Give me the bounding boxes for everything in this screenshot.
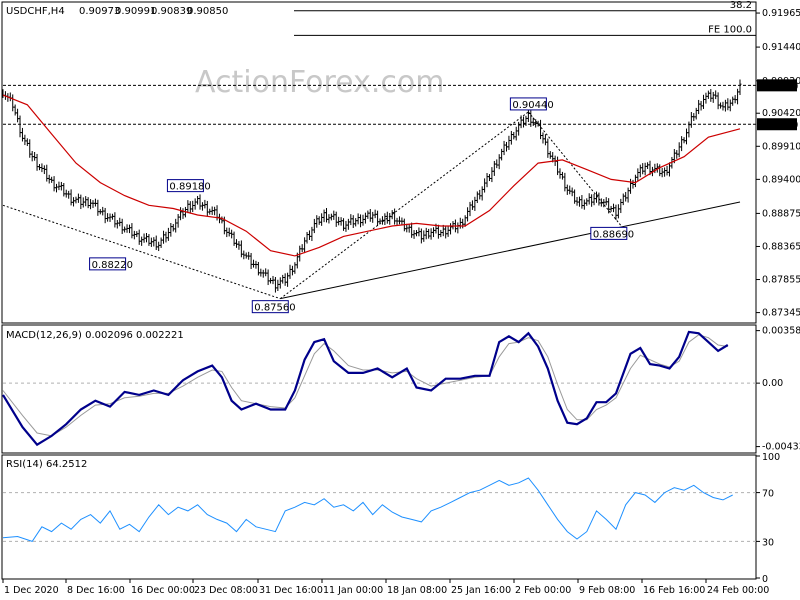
macd-panel-frame [1, 324, 757, 454]
price-panel-frame [1, 1, 757, 324]
swing-label: 0.88220 [92, 260, 133, 271]
swing-label-box [251, 300, 289, 314]
x-tick-label: 16 Feb 16:00 [643, 585, 705, 596]
level-price-tag-label: 0.90250 [759, 120, 798, 131]
rsi-y-tick-label: 70 [762, 489, 774, 500]
macd-y-tick-label: -0.004331 [762, 442, 800, 453]
x-tick-label: 18 Jan 08:00 [387, 585, 447, 596]
ohlc-high: 0.90991 [115, 6, 156, 17]
x-tick-label: 16 Dec 00:00 [131, 585, 195, 596]
rsi-panel: RSI(14) 64.2512 100 70 30 0 [1, 452, 780, 585]
ohlc-low: 0.90839 [151, 6, 192, 17]
rsi-y-tick-label: 0 [762, 574, 768, 585]
price-panel-title: USDCHF,H4 [6, 6, 65, 17]
y-tick-label: 0.90920 [762, 76, 800, 87]
x-tick-label: 2 Feb 00:00 [515, 585, 571, 596]
level-label: FE 100.0 [708, 24, 752, 35]
y-tick-label: 0.88365 [762, 241, 800, 252]
swing-label-box [166, 179, 204, 193]
y-tick-label: 0.88875 [762, 208, 800, 219]
rsi-plot [2, 477, 756, 542]
swing-label: 0.88690 [593, 229, 634, 240]
ohlc-open: 0.90973 [79, 6, 120, 17]
level-label: 38.2 [730, 0, 752, 11]
swing-label-box [89, 257, 127, 271]
x-tick-label: 31 Dec 16:00 [259, 585, 323, 596]
rsi-line [2, 477, 733, 542]
price-panel: ActionForex.com USDCHF,H4 0.90973 0.9099… [1, 0, 800, 324]
watermark: ActionForex.com [195, 65, 444, 100]
macd-plot [2, 330, 756, 447]
x-axis: 1 Dec 2020 8 Dec 16:00 16 Dec 00:00 23 Dec … [2, 579, 769, 596]
y-tick-label: 0.90420 [762, 108, 800, 119]
rsi-panel-frame [1, 454, 757, 580]
macd-panel: MACD(12,26,9) 0.002096 0.002221 0.003584… [1, 324, 800, 454]
trend-line [527, 111, 622, 226]
y-tick-label: 0.91440 [762, 42, 800, 53]
y-tick-label: 0.91965 [762, 8, 800, 19]
x-tick-label: 11 Jan 00:00 [323, 585, 383, 596]
level-price-tag [757, 79, 797, 92]
x-tick-label: 25 Jan 16:00 [451, 585, 511, 596]
y-tick-label: 0.89910 [762, 141, 800, 152]
ohlc-close: 0.90850 [187, 6, 228, 17]
macd-panel-title: MACD(12,26,9) 0.002096 0.002221 [6, 330, 184, 341]
rsi-y-axis: 100 70 30 0 [756, 452, 780, 585]
trend-line [2, 204, 281, 300]
rsi-y-tick-label: 100 [762, 452, 780, 463]
x-tick-label: 8 Dec 16:00 [67, 585, 125, 596]
x-tick-label: 24 Feb 00:00 [707, 585, 769, 596]
level-price-tag [757, 118, 797, 131]
macd-y-axis: 0.003584 0.00 -0.004331 [756, 326, 800, 453]
macd-y-tick-label: 0.00 [762, 378, 783, 389]
x-tick-label: 1 Dec 2020 [4, 585, 59, 596]
swing-label: 0.87560 [254, 303, 295, 314]
macd-line [2, 330, 729, 447]
moving-average-line [2, 94, 741, 257]
x-tick-label: 9 Feb 08:00 [579, 585, 635, 596]
price-y-axis: 0.90850 0.90250 0.91965 0.91440 0.90920 0.904… [756, 8, 800, 319]
macd-y-tick-label: 0.003584 [762, 326, 800, 337]
swing-label: 0.89180 [169, 182, 210, 193]
trend-line [280, 201, 741, 300]
swing-label-box [590, 226, 628, 240]
price-plot: 38.2 FE 100.0 0.88220 0.89180 0.87560 0.90440… [1, 0, 756, 314]
y-tick-label: 0.87345 [762, 308, 800, 319]
y-tick-label: 0.87855 [762, 275, 800, 286]
rsi-panel-title: RSI(14) 64.2512 [6, 459, 87, 470]
x-tick-label: 23 Dec 08:00 [194, 585, 258, 596]
swing-label: 0.90440 [512, 100, 553, 111]
level-price-tag-label: 0.90850 [759, 81, 798, 92]
y-tick-label: 0.89400 [762, 174, 800, 185]
swing-label-box [509, 97, 547, 111]
macd-signal-line [2, 334, 728, 437]
rsi-y-tick-label: 30 [762, 537, 774, 548]
